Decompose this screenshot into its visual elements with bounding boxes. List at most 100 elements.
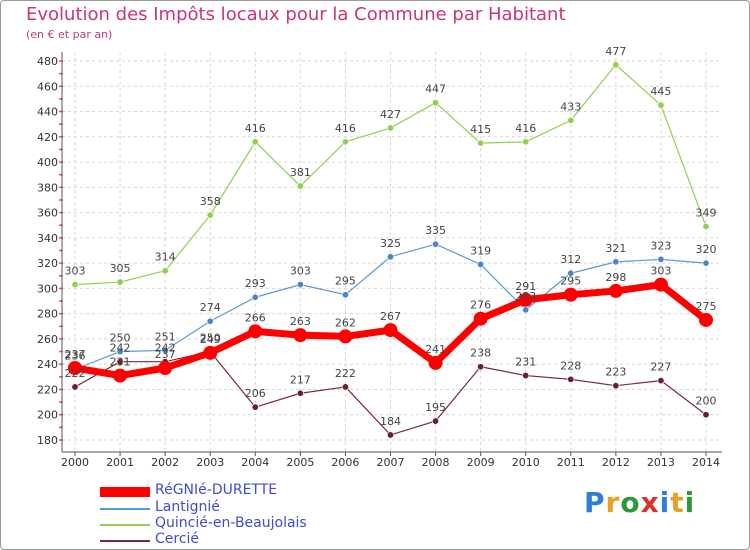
data-label-quincie-en-beaujolais: 314 <box>155 251 176 264</box>
logo-letter: o <box>620 486 641 519</box>
data-point-regnie-durette <box>563 287 578 302</box>
data-label-cercie: 223 <box>605 366 626 379</box>
data-point-lantignie <box>296 281 304 289</box>
data-point-quincie-en-beaujolais <box>386 124 394 132</box>
x-tick-label: 2012 <box>602 456 630 469</box>
series-layer <box>68 61 713 439</box>
data-label-lantignie: 250 <box>110 332 131 345</box>
data-point-regnie-durette <box>428 355 443 370</box>
data-point-cercie <box>612 382 620 390</box>
data-label-lantignie: 251 <box>155 330 176 343</box>
legend-swatch <box>100 540 150 542</box>
data-point-cercie <box>657 377 665 385</box>
x-tick-label: 2004 <box>241 456 269 469</box>
data-point-lantignie <box>432 240 440 248</box>
data-point-cercie <box>341 383 349 391</box>
data-label-cercie: 250 <box>200 332 221 345</box>
data-label-cercie: 195 <box>425 401 446 414</box>
data-point-quincie-en-beaujolais <box>522 138 530 146</box>
logo-letter: r <box>605 486 621 519</box>
data-label-lantignie: 293 <box>245 277 266 290</box>
y-tick-label: 340 <box>37 232 58 245</box>
data-label-cercie: 222 <box>65 367 86 380</box>
y-tick-label: 460 <box>37 80 58 93</box>
data-point-lantignie <box>206 317 214 325</box>
chart-title: Evolution des Impôts locaux pour la Comm… <box>26 4 566 25</box>
legend-swatch <box>100 524 150 526</box>
data-label-quincie-en-beaujolais: 349 <box>696 206 717 219</box>
x-tick-label: 2000 <box>61 456 89 469</box>
data-point-regnie-durette <box>158 360 173 375</box>
data-label-quincie-en-beaujolais: 303 <box>65 265 86 278</box>
x-tick-label: 2003 <box>196 456 224 469</box>
data-label-regnie-durette: 295 <box>560 275 581 288</box>
data-label-lantignie: 312 <box>560 253 581 266</box>
data-point-lantignie <box>386 253 394 261</box>
axis-layer: 180 200 220 240 260 280 300 320 340 360 380 400 420 4… <box>37 52 722 469</box>
data-point-lantignie <box>251 293 259 301</box>
data-point-quincie-en-beaujolais <box>612 61 620 69</box>
legend-swatch <box>100 508 150 510</box>
data-point-regnie-durette <box>653 277 668 292</box>
data-label-regnie-durette: 262 <box>335 316 356 329</box>
data-point-lantignie <box>702 259 710 267</box>
y-tick-label: 260 <box>37 333 58 346</box>
legend-swatch <box>100 487 150 497</box>
legend-label: Quincié-en-Beaujolais <box>155 515 307 531</box>
data-point-regnie-durette <box>113 368 128 383</box>
data-label-regnie-durette: 263 <box>290 315 311 328</box>
logo-letter: t <box>670 486 685 519</box>
data-point-quincie-en-beaujolais <box>251 138 259 146</box>
x-tick-label: 2007 <box>377 456 405 469</box>
data-label-regnie-durette: 291 <box>515 280 536 293</box>
x-tick-label: 2002 <box>151 456 179 469</box>
data-point-regnie-durette <box>293 328 308 343</box>
data-label-quincie-en-beaujolais: 433 <box>560 100 581 113</box>
data-point-quincie-en-beaujolais <box>702 222 710 230</box>
y-tick-label: 240 <box>37 358 58 371</box>
data-point-cercie <box>477 363 485 371</box>
data-point-regnie-durette <box>383 323 398 338</box>
data-label-quincie-en-beaujolais: 415 <box>470 123 491 136</box>
data-label-quincie-en-beaujolais: 477 <box>605 45 626 58</box>
data-label-cercie: 242 <box>155 342 176 355</box>
x-tick-label: 2008 <box>422 456 450 469</box>
data-point-cercie <box>251 403 259 411</box>
data-point-lantignie <box>612 258 620 266</box>
data-point-regnie-durette <box>68 360 82 375</box>
data-label-regnie-durette: 231 <box>110 356 131 369</box>
data-label-lantignie: 321 <box>605 242 626 255</box>
y-tick-label: 220 <box>37 383 58 396</box>
data-point-regnie-durette <box>608 283 623 298</box>
proxiti-logo: Proxiti <box>584 486 695 519</box>
data-label-lantignie: 320 <box>696 243 717 256</box>
data-point-cercie <box>71 383 79 391</box>
logo-letter: i <box>659 486 671 519</box>
data-label-regnie-durette: 237 <box>155 348 176 361</box>
data-point-lantignie <box>161 346 169 354</box>
data-label-cercie: 242 <box>110 342 131 355</box>
x-tick-label: 2005 <box>286 456 314 469</box>
data-point-regnie-durette <box>248 324 263 339</box>
data-label-quincie-en-beaujolais: 416 <box>335 122 356 135</box>
legend-label: Cercié <box>155 531 200 547</box>
data-label-lantignie: 236 <box>65 349 86 362</box>
y-tick-label: 480 <box>37 55 58 68</box>
data-point-quincie-en-beaujolais <box>477 139 485 147</box>
y-tick-label: 420 <box>37 131 58 144</box>
y-tick-label: 320 <box>37 257 58 270</box>
data-point-cercie <box>432 417 440 425</box>
data-point-regnie-durette <box>473 311 488 326</box>
data-label-cercie: 184 <box>380 415 401 428</box>
data-label-cercie: 238 <box>470 347 491 360</box>
x-tick-label: 2006 <box>331 456 359 469</box>
data-label-regnie-durette: 249 <box>200 333 221 346</box>
data-label-quincie-en-beaujolais: 305 <box>110 262 131 275</box>
data-label-lantignie: 283 <box>515 290 536 303</box>
logo-letter: x <box>640 486 660 519</box>
data-label-layer: 303 305 314 358 416 381 416 427 447 415 416 433 477 4… <box>65 45 717 428</box>
data-label-lantignie: 303 <box>290 265 311 278</box>
data-point-quincie-en-beaujolais <box>567 116 575 124</box>
data-label-lantignie: 323 <box>650 239 671 252</box>
y-tick-label: 400 <box>37 156 58 169</box>
